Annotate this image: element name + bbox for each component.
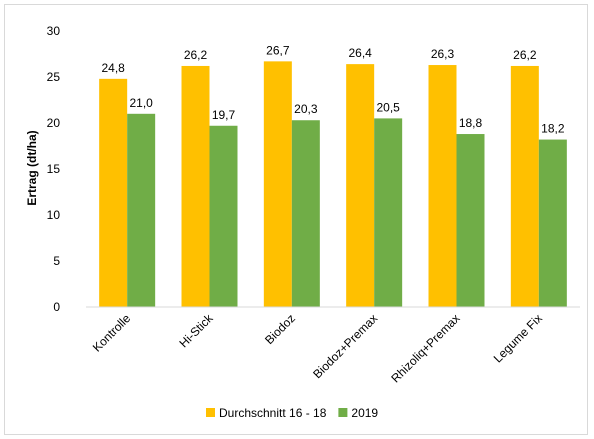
data-label: 20,5 — [376, 100, 400, 114]
bar-durchschnitt — [263, 61, 292, 307]
y-tick-label: 30 — [47, 24, 61, 38]
data-label: 26,2 — [184, 48, 208, 62]
bars: 24,8 21,0 26,2 19,7 26,7 20,3 26,4 20,5 26,3 18,8… — [99, 43, 567, 308]
data-label: 26,4 — [348, 46, 372, 60]
x-tick-label: Legume Fix — [491, 311, 545, 365]
y-tick-label: 10 — [47, 208, 61, 222]
legend: Durchschnitt 16 - 18 2019 — [206, 406, 378, 420]
data-label: 26,7 — [266, 43, 290, 57]
legend-label: Durchschnitt 16 - 18 — [219, 406, 327, 420]
x-tick-label: Biodoz+Premax — [310, 311, 380, 381]
legend-swatch — [206, 408, 215, 417]
y-tick-label: 0 — [53, 300, 60, 314]
data-label: 20,3 — [294, 102, 318, 116]
bar-durchschnitt — [346, 64, 375, 308]
x-tick-label: Kontrolle — [90, 311, 134, 355]
data-label: 19,7 — [212, 108, 236, 122]
bar-2019 — [291, 120, 320, 308]
y-tick-label: 15 — [47, 162, 61, 176]
data-label: 24,8 — [101, 61, 125, 75]
y-tick-label: 20 — [47, 116, 61, 130]
y-tick-label: 5 — [53, 254, 60, 268]
bar-2019 — [456, 134, 485, 307]
bar-2019 — [127, 113, 156, 307]
x-axis-ticks: Kontrolle Hi-Stick Biodoz Biodoz+Premax Rhiz… — [90, 311, 545, 386]
legend-label: 2019 — [351, 406, 378, 420]
bar-2019 — [374, 118, 403, 308]
y-axis-label: Ertrag (dt/ha) — [25, 130, 39, 205]
legend-swatch — [338, 408, 348, 417]
data-label: 26,2 — [513, 48, 537, 62]
bar-durchschnitt — [181, 65, 210, 308]
bar-durchschnitt — [99, 78, 128, 307]
data-label: 21,0 — [129, 96, 153, 110]
data-label: 26,3 — [431, 47, 455, 61]
x-tick-label: Rhizoliq+Premax — [388, 311, 462, 385]
data-label: 18,2 — [541, 122, 565, 136]
y-axis-ticks: 0 5 10 15 20 25 30 — [47, 24, 61, 314]
x-tick-label: Hi-Stick — [176, 311, 216, 351]
y-tick-label: 25 — [47, 70, 61, 84]
data-label: 18,8 — [459, 116, 483, 130]
bar-2019 — [538, 139, 567, 307]
bar-durchschnitt — [510, 65, 539, 308]
bar-durchschnitt — [428, 65, 457, 307]
bar-2019 — [209, 125, 238, 307]
x-tick-label: Biodoz — [262, 311, 298, 347]
